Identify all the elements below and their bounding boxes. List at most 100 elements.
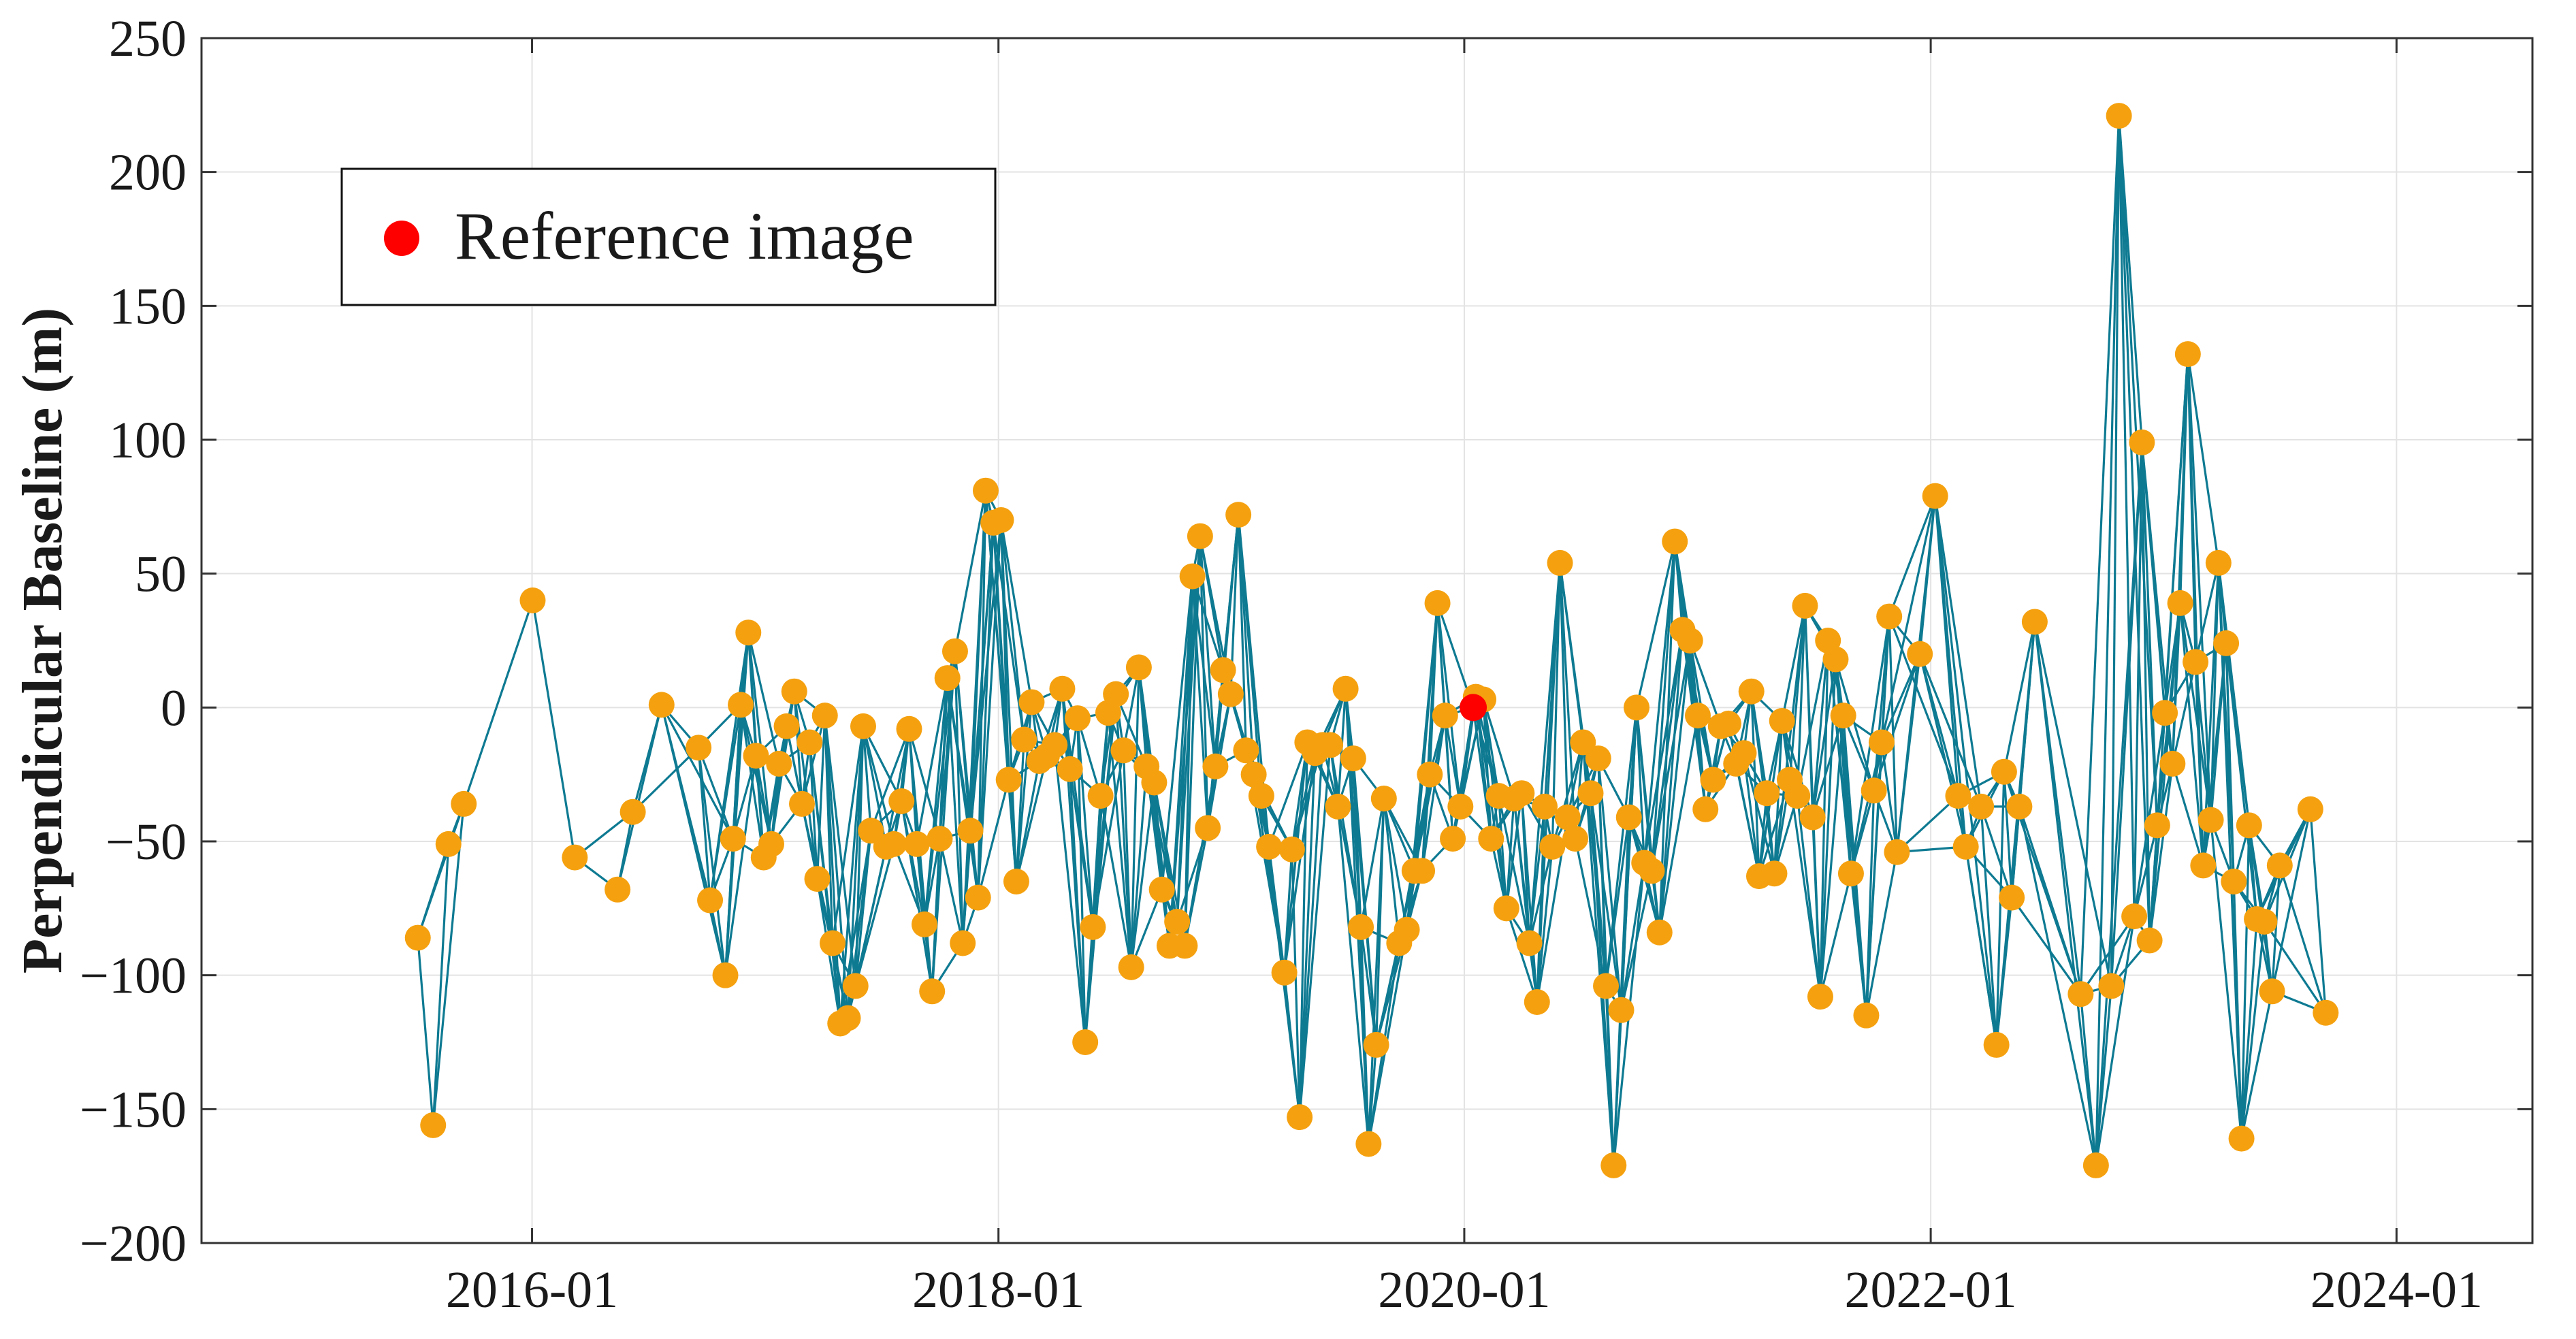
network-edge bbox=[1934, 496, 1998, 1046]
network-edge bbox=[1130, 782, 1155, 968]
acquisition-point bbox=[1593, 973, 1620, 999]
network-edge bbox=[1850, 873, 1868, 1016]
network-edge bbox=[2187, 354, 2212, 820]
network-edge bbox=[1812, 640, 1829, 818]
network-edge bbox=[1635, 541, 1676, 708]
network-edge bbox=[2003, 771, 2013, 898]
network-edge bbox=[632, 747, 700, 813]
acquisition-point bbox=[811, 703, 838, 729]
acquisition-point bbox=[519, 587, 546, 613]
network-edge bbox=[854, 843, 895, 986]
acquisition-point bbox=[941, 638, 968, 664]
acquisition-point bbox=[2259, 978, 2285, 1005]
network-edge bbox=[885, 728, 911, 848]
acquisition-point bbox=[1532, 793, 1558, 820]
acquisition-point bbox=[735, 619, 762, 646]
acquisition-point bbox=[1417, 761, 1443, 788]
network-edge bbox=[1528, 562, 1562, 943]
network-edge bbox=[1191, 576, 1225, 671]
network-edge bbox=[724, 755, 758, 975]
network-edge bbox=[709, 632, 750, 901]
y-tick-label: 50 bbox=[135, 546, 187, 603]
acquisition-point bbox=[1179, 563, 1206, 590]
network-edge bbox=[1069, 769, 1086, 1043]
acquisition-point bbox=[1087, 783, 1114, 809]
acquisition-point bbox=[1187, 523, 1213, 549]
acquisition-point bbox=[903, 830, 930, 857]
y-tick-label: −50 bbox=[106, 813, 187, 871]
network-edge bbox=[1742, 752, 1776, 874]
acquisition-point bbox=[1952, 833, 1979, 860]
y-tick-labels: 250 200 150 100 50 0 −50 −100 −150 −200 bbox=[80, 10, 187, 1272]
acquisition-point bbox=[451, 790, 477, 817]
acquisition-point bbox=[2121, 903, 2148, 930]
acquisition-point bbox=[2106, 103, 2132, 129]
acquisition-point bbox=[420, 1112, 447, 1138]
network-edge bbox=[969, 490, 987, 831]
network-edge bbox=[1635, 707, 1645, 863]
acquisition-point bbox=[1968, 793, 1995, 820]
network-edge bbox=[1536, 846, 1553, 1003]
network-edge bbox=[1122, 750, 1133, 967]
acquisition-point bbox=[1225, 502, 1252, 528]
network-edge bbox=[1620, 862, 1645, 1011]
acquisition-point bbox=[2228, 1125, 2255, 1152]
acquisition-point bbox=[2221, 869, 2247, 894]
acquisition-point bbox=[743, 743, 769, 769]
network-edge bbox=[2018, 806, 2097, 1166]
acquisition-point bbox=[2236, 812, 2262, 839]
network-edge bbox=[1291, 849, 1301, 1118]
acquisition-point bbox=[919, 978, 946, 1005]
network-edge bbox=[1413, 715, 1447, 871]
acquisition-point bbox=[796, 729, 823, 756]
acquisition-point bbox=[1761, 860, 1788, 887]
acquisition-point bbox=[1639, 858, 1665, 884]
network-edge bbox=[2018, 806, 2082, 995]
acquisition-point bbox=[1248, 783, 1274, 809]
acquisition-point bbox=[972, 477, 999, 504]
network-edge bbox=[977, 779, 1010, 899]
acquisition-point bbox=[1547, 549, 1573, 576]
legend: Reference image bbox=[340, 167, 997, 306]
acquisition-point bbox=[1516, 930, 1543, 956]
acquisition-point bbox=[1562, 826, 1589, 852]
network-edge bbox=[2240, 921, 2266, 1139]
network-edge bbox=[2179, 354, 2189, 603]
acquisition-point bbox=[1524, 989, 1550, 1015]
network-edge bbox=[1980, 806, 1998, 1046]
network-edge bbox=[2148, 763, 2174, 941]
acquisition-point bbox=[820, 930, 846, 956]
acquisition-point bbox=[1278, 836, 1305, 862]
network-edge bbox=[946, 677, 964, 943]
acquisition-point bbox=[2313, 999, 2339, 1026]
network-edge bbox=[1482, 699, 1492, 839]
network-edge bbox=[1796, 640, 1829, 796]
network-edge bbox=[1995, 771, 2006, 1045]
network-edge bbox=[1980, 806, 2013, 899]
network-edge bbox=[1880, 616, 1890, 743]
acquisition-point bbox=[950, 930, 976, 956]
acquisition-point bbox=[1792, 592, 1818, 619]
acquisition-point bbox=[896, 715, 922, 742]
network-edge bbox=[1643, 630, 1684, 863]
network-edge bbox=[660, 705, 727, 976]
x-tick-label: 2022-01 bbox=[1844, 1261, 2016, 1319]
network-edge bbox=[739, 705, 765, 858]
y-tick-label: −200 bbox=[80, 1215, 187, 1272]
network-edge bbox=[1597, 758, 1623, 1010]
acquisition-point bbox=[1042, 732, 1068, 758]
acquisition-point bbox=[1539, 833, 1566, 860]
acquisition-point bbox=[1853, 1002, 1880, 1029]
acquisition-point bbox=[2297, 796, 2323, 822]
y-tick-label: 200 bbox=[109, 144, 187, 201]
acquisition-point bbox=[2152, 700, 2178, 726]
acquisition-point bbox=[781, 678, 807, 705]
network-edge bbox=[1880, 496, 1937, 743]
network-edge bbox=[1497, 795, 1531, 943]
acquisition-point bbox=[619, 798, 646, 825]
network-edge bbox=[869, 728, 910, 831]
network-edge bbox=[1658, 715, 1699, 933]
acquisition-point bbox=[2159, 750, 2186, 777]
acquisition-point bbox=[1256, 833, 1283, 860]
network-edge bbox=[2095, 916, 2136, 1166]
